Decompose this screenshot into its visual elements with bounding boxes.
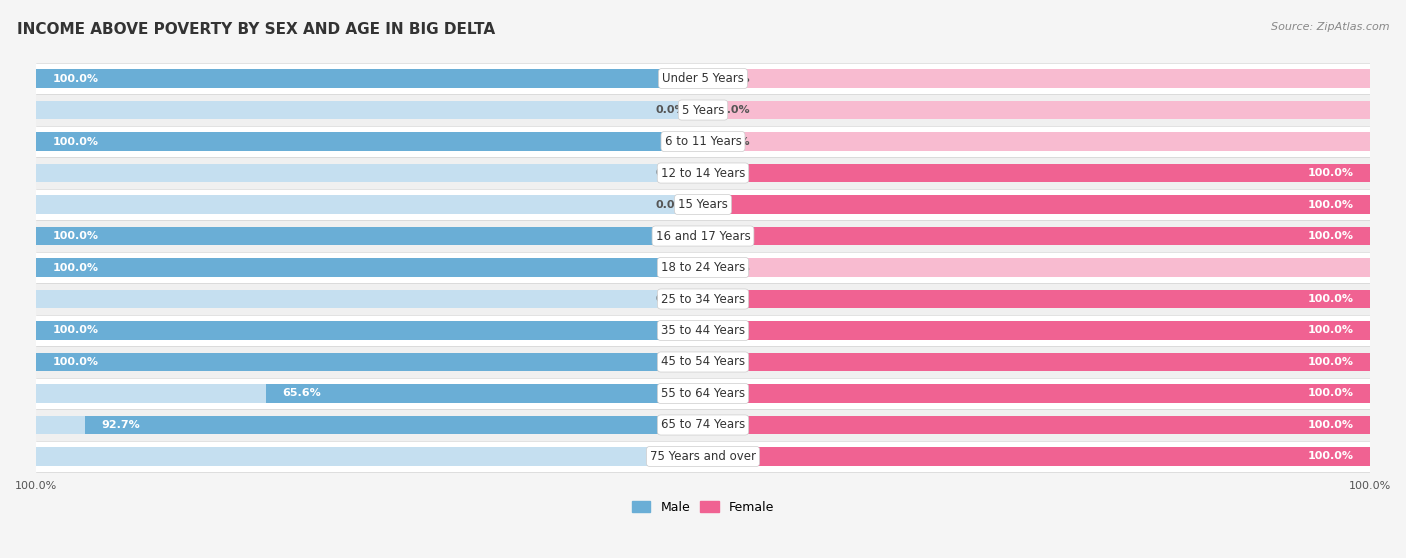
Bar bbox=[703, 258, 1369, 277]
Bar bbox=[703, 195, 1369, 214]
Text: 0.0%: 0.0% bbox=[720, 105, 751, 115]
Bar bbox=[703, 69, 1369, 88]
Bar bbox=[703, 290, 1369, 308]
Bar bbox=[37, 69, 703, 88]
Bar bbox=[703, 416, 1369, 434]
Legend: Male, Female: Male, Female bbox=[627, 496, 779, 519]
Bar bbox=[37, 126, 1369, 157]
Text: 0.0%: 0.0% bbox=[655, 200, 686, 209]
Text: 100.0%: 100.0% bbox=[53, 137, 98, 147]
Bar bbox=[703, 384, 1369, 403]
Bar bbox=[266, 384, 703, 403]
Bar bbox=[37, 195, 703, 214]
Text: 100.0%: 100.0% bbox=[1308, 420, 1353, 430]
Bar bbox=[37, 258, 703, 277]
Bar bbox=[37, 321, 703, 340]
Bar bbox=[703, 101, 1369, 119]
Text: Source: ZipAtlas.com: Source: ZipAtlas.com bbox=[1271, 22, 1389, 32]
Bar bbox=[37, 283, 1369, 315]
Bar bbox=[37, 63, 1369, 94]
Bar bbox=[37, 132, 703, 151]
Bar bbox=[37, 315, 1369, 347]
Bar bbox=[37, 448, 703, 465]
Bar bbox=[703, 227, 1369, 245]
Bar bbox=[37, 258, 703, 277]
Bar bbox=[37, 69, 703, 88]
Text: 65 to 74 Years: 65 to 74 Years bbox=[661, 418, 745, 431]
Bar bbox=[37, 94, 1369, 126]
Text: 100.0%: 100.0% bbox=[1308, 325, 1353, 335]
Text: 25 to 34 Years: 25 to 34 Years bbox=[661, 292, 745, 305]
Text: 0.0%: 0.0% bbox=[655, 105, 686, 115]
Text: 100.0%: 100.0% bbox=[1308, 231, 1353, 241]
Bar bbox=[37, 164, 703, 182]
Bar bbox=[703, 321, 1369, 340]
Bar bbox=[37, 353, 703, 371]
Bar bbox=[703, 132, 1369, 151]
Bar bbox=[703, 353, 1369, 371]
Bar bbox=[703, 195, 1369, 214]
Bar bbox=[703, 321, 1369, 340]
Text: 18 to 24 Years: 18 to 24 Years bbox=[661, 261, 745, 274]
Bar bbox=[703, 227, 1369, 245]
Bar bbox=[37, 347, 1369, 378]
Text: 100.0%: 100.0% bbox=[53, 357, 98, 367]
Text: 0.0%: 0.0% bbox=[655, 294, 686, 304]
Bar bbox=[37, 353, 703, 371]
Bar bbox=[703, 164, 1369, 182]
Bar bbox=[703, 290, 1369, 308]
Text: 100.0%: 100.0% bbox=[1308, 357, 1353, 367]
Text: 55 to 64 Years: 55 to 64 Years bbox=[661, 387, 745, 400]
Bar bbox=[37, 290, 703, 308]
Bar bbox=[703, 164, 1369, 182]
Text: 0.0%: 0.0% bbox=[720, 74, 751, 84]
Bar bbox=[37, 409, 1369, 441]
Text: 15 Years: 15 Years bbox=[678, 198, 728, 211]
Text: 100.0%: 100.0% bbox=[53, 325, 98, 335]
Bar bbox=[703, 353, 1369, 371]
Text: 100.0%: 100.0% bbox=[53, 231, 98, 241]
Text: 100.0%: 100.0% bbox=[1308, 294, 1353, 304]
Text: 100.0%: 100.0% bbox=[1308, 451, 1353, 461]
Text: 45 to 54 Years: 45 to 54 Years bbox=[661, 355, 745, 368]
Text: 100.0%: 100.0% bbox=[1308, 200, 1353, 209]
Text: 100.0%: 100.0% bbox=[53, 74, 98, 84]
Text: 0.0%: 0.0% bbox=[720, 137, 751, 147]
Bar bbox=[37, 189, 1369, 220]
Bar bbox=[703, 416, 1369, 434]
Text: 0.0%: 0.0% bbox=[655, 451, 686, 461]
Bar bbox=[37, 321, 703, 340]
Bar bbox=[703, 448, 1369, 465]
Text: 75 Years and over: 75 Years and over bbox=[650, 450, 756, 463]
Text: 100.0%: 100.0% bbox=[1308, 168, 1353, 178]
Text: 65.6%: 65.6% bbox=[283, 388, 321, 398]
Bar bbox=[37, 227, 703, 245]
Bar bbox=[84, 416, 703, 434]
Text: 92.7%: 92.7% bbox=[101, 420, 141, 430]
Text: 16 and 17 Years: 16 and 17 Years bbox=[655, 229, 751, 243]
Bar bbox=[703, 448, 1369, 465]
Bar bbox=[37, 157, 1369, 189]
Bar bbox=[37, 378, 1369, 409]
Bar bbox=[37, 441, 1369, 472]
Text: 0.0%: 0.0% bbox=[720, 262, 751, 272]
Text: 0.0%: 0.0% bbox=[655, 168, 686, 178]
Text: 100.0%: 100.0% bbox=[1308, 388, 1353, 398]
Text: 100.0%: 100.0% bbox=[53, 262, 98, 272]
Bar bbox=[37, 416, 703, 434]
Text: Under 5 Years: Under 5 Years bbox=[662, 72, 744, 85]
Bar bbox=[37, 252, 1369, 283]
Bar bbox=[37, 220, 1369, 252]
Text: 35 to 44 Years: 35 to 44 Years bbox=[661, 324, 745, 337]
Bar bbox=[37, 384, 703, 403]
Bar bbox=[37, 227, 703, 245]
Text: 12 to 14 Years: 12 to 14 Years bbox=[661, 166, 745, 180]
Bar bbox=[703, 384, 1369, 403]
Text: 6 to 11 Years: 6 to 11 Years bbox=[665, 135, 741, 148]
Bar bbox=[37, 132, 703, 151]
Text: INCOME ABOVE POVERTY BY SEX AND AGE IN BIG DELTA: INCOME ABOVE POVERTY BY SEX AND AGE IN B… bbox=[17, 22, 495, 37]
Bar bbox=[37, 101, 703, 119]
Text: 5 Years: 5 Years bbox=[682, 104, 724, 117]
